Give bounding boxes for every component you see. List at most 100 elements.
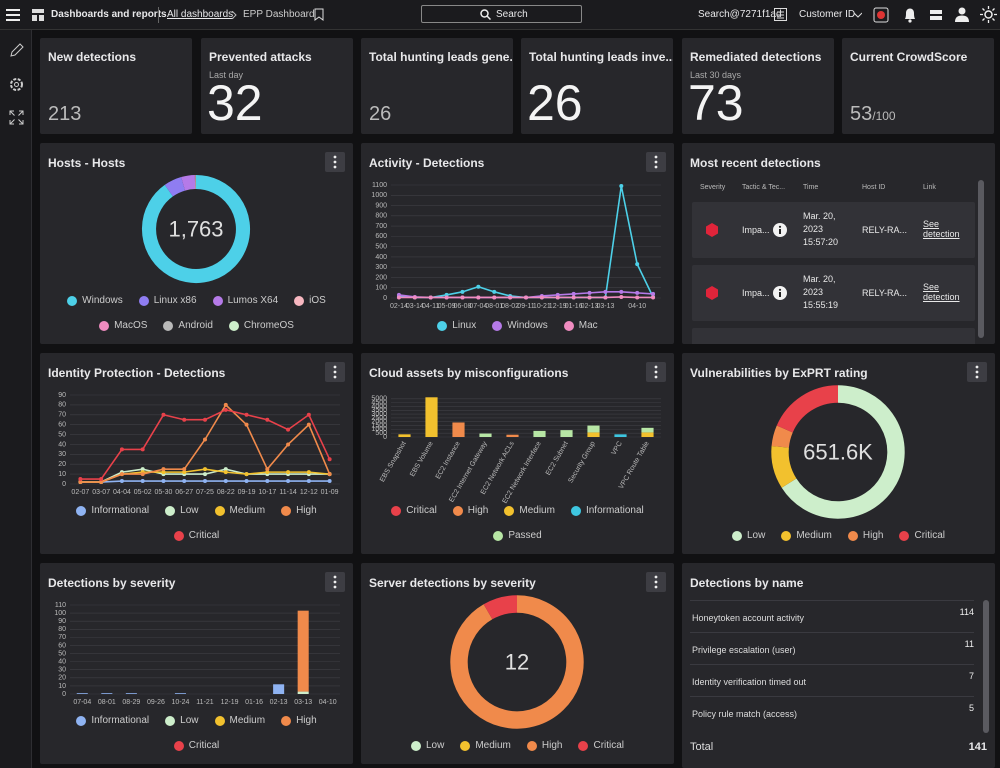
legend-item[interactable]: Informational <box>76 498 149 523</box>
kpi-suffix: /100 <box>872 109 896 123</box>
breadcrumb-link[interactable]: All dashboards <box>167 9 234 20</box>
legend-item[interactable]: Windows <box>492 313 548 338</box>
bookmark-icon[interactable] <box>314 8 324 21</box>
kpi-card[interactable]: Current CrowdScore 53/100 <box>842 38 994 134</box>
theme-icon[interactable] <box>980 6 997 23</box>
panel-menu[interactable] <box>325 572 345 592</box>
scrollbar[interactable] <box>978 180 984 338</box>
severity-shape <box>706 286 718 300</box>
menu-icon[interactable] <box>6 8 20 22</box>
panel-menu[interactable] <box>646 572 666 592</box>
panel-menu[interactable] <box>646 152 666 172</box>
legend-item[interactable]: Lumos X64 <box>212 288 278 313</box>
detection-link[interactable]: See detection <box>923 219 960 239</box>
bar <box>479 433 492 437</box>
data-point <box>555 295 560 300</box>
name-row[interactable]: Identity verification timed out 7 <box>690 664 974 697</box>
kpi-value: 213 <box>48 103 81 126</box>
info-icon[interactable] <box>773 286 787 300</box>
severity-icon <box>706 223 718 237</box>
legend-item[interactable]: Medium <box>460 733 511 758</box>
panel-menu[interactable] <box>646 362 666 382</box>
legend-item[interactable]: Critical <box>578 733 624 758</box>
legend-item[interactable]: Critical <box>173 733 219 758</box>
expand-icon[interactable] <box>9 110 24 125</box>
legend-item[interactable]: Medium <box>214 708 265 733</box>
kpi-card[interactable]: Total hunting leads inve... 26 <box>521 38 673 134</box>
name-row[interactable]: Honeytoken account activity 114 <box>690 600 974 633</box>
edit-icon[interactable] <box>9 43 24 58</box>
legend-item[interactable]: Low <box>165 708 199 733</box>
y-tick-label: 70 <box>58 634 66 641</box>
settings-icon[interactable] <box>9 77 24 92</box>
legend-item[interactable]: High <box>526 733 562 758</box>
legend-item[interactable]: High <box>281 708 317 733</box>
panel-menu[interactable] <box>325 152 345 172</box>
legend-item[interactable]: Low <box>731 523 765 548</box>
data-point <box>78 480 83 485</box>
legend-item[interactable]: High <box>281 498 317 523</box>
legend-item[interactable]: iOS <box>294 288 326 313</box>
donut-slice <box>483 595 518 620</box>
kpi-number: 26 <box>369 103 392 125</box>
kpi-title: Current CrowdScore <box>850 50 968 64</box>
brand-icon[interactable] <box>872 6 890 24</box>
kpi-card[interactable]: New detections 213 <box>40 38 192 134</box>
legend-swatch <box>281 715 292 726</box>
x-tick-label: 12-19 <box>549 303 567 310</box>
data-point <box>306 479 311 484</box>
legend-item[interactable]: Low <box>410 733 444 758</box>
panel: 651.6K Vulnerabilities by ExPRT rating Low… <box>682 353 995 554</box>
name-row[interactable]: Policy rule match (access) 5 <box>690 696 974 729</box>
legend-item[interactable]: Android <box>163 313 213 338</box>
customer-selector[interactable]: Customer ID <box>799 9 856 20</box>
legend-item[interactable]: Medium <box>781 523 832 548</box>
legend-label: Medium <box>796 530 832 541</box>
apps-icon[interactable] <box>928 7 944 23</box>
legend-item[interactable]: Linux <box>437 313 476 338</box>
donut-slice <box>776 385 839 433</box>
legend-label: Informational <box>91 505 150 516</box>
x-tick-label: 09-19 <box>238 489 256 496</box>
kpi-card[interactable]: Total hunting leads gene... 26 <box>361 38 513 134</box>
panel-title: Activity - Detections <box>369 156 485 170</box>
legend-item[interactable]: Mac <box>563 313 598 338</box>
scrollbar[interactable] <box>983 600 989 733</box>
y-tick-label: 110 <box>55 602 66 609</box>
info-icon[interactable] <box>773 223 787 237</box>
x-tick-label: 12-12 <box>300 489 318 496</box>
legend-item[interactable]: Linux x86 <box>138 288 197 313</box>
legend-item[interactable]: Passed <box>493 523 542 548</box>
search-box[interactable]: Search <box>421 5 582 23</box>
legend-item[interactable]: Windows <box>67 288 123 313</box>
name-row[interactable]: Privilege escalation (user) 11 <box>690 632 974 665</box>
legend-item[interactable]: Informational <box>570 498 644 523</box>
legend-swatch <box>526 740 537 751</box>
legend-item[interactable]: Medium <box>214 498 265 523</box>
legend-item[interactable]: High <box>452 498 488 523</box>
list-icon[interactable] <box>774 8 787 21</box>
detection-link[interactable]: See detection <box>923 282 960 302</box>
legend-item[interactable]: ChromeOS <box>228 313 294 338</box>
kpi-card[interactable]: Remediated detections Last 30 days 73 <box>682 38 834 134</box>
panel-menu[interactable] <box>325 362 345 382</box>
legend-item[interactable]: Informational <box>76 708 149 733</box>
x-tick-label: 09-26 <box>147 699 165 706</box>
detection-row[interactable]: Impa... Mar. 20, 2023 15:57:20 RELY-RA... S… <box>692 202 975 258</box>
y-tick-label: 1100 <box>372 182 387 189</box>
legend-item[interactable]: MacOS <box>99 313 147 338</box>
data-point <box>571 291 576 296</box>
kpi-card[interactable]: Prevented attacks Last day 32 <box>201 38 353 134</box>
panel-menu[interactable] <box>967 362 987 382</box>
legend-item[interactable]: High <box>847 523 883 548</box>
detection-row[interactable]: Impa... Mar. 20, 2023 15:55:19 RELY-RA... S… <box>692 265 975 321</box>
legend-item[interactable]: Medium <box>504 498 555 523</box>
legend-item[interactable]: Critical <box>899 523 945 548</box>
notifications-icon[interactable] <box>903 7 917 23</box>
profile-icon[interactable] <box>955 6 969 23</box>
legend-item[interactable]: Low <box>165 498 199 523</box>
side-bar <box>0 30 32 768</box>
legend-item[interactable]: Critical <box>391 498 437 523</box>
user-account[interactable]: Search@7271f1ad <box>698 9 782 20</box>
legend-item[interactable]: Critical <box>173 523 219 548</box>
